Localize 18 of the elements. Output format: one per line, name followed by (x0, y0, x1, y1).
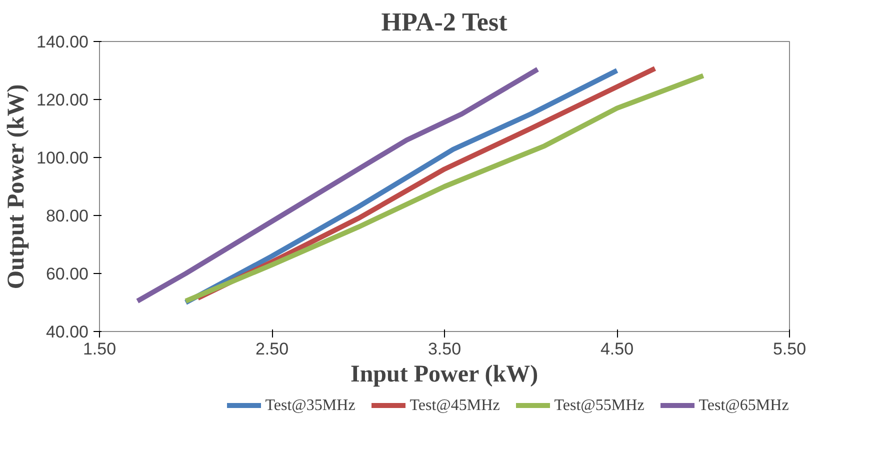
chart-title: HPA-2 Test (381, 8, 508, 36)
x-tick-label: 2.50 (255, 340, 289, 358)
x-tick-label: 4.50 (600, 340, 634, 358)
y-tick-label: 140.00 (36, 32, 89, 52)
x-tick-label: 5.50 (772, 340, 806, 358)
x-axis-title: Input Power (kW) (350, 362, 538, 388)
y-tick-label: 80.00 (46, 206, 89, 226)
x-tick-label: 3.50 (428, 340, 462, 358)
y-tick-label: 40.00 (46, 322, 89, 342)
legend-label: Test@65MHz (698, 397, 789, 414)
legend-label: Test@55MHz (554, 397, 644, 414)
legend-label: Test@35MHz (265, 397, 356, 414)
y-tick-label: 60.00 (46, 264, 89, 284)
y-axis-title: Output Power (kW) (4, 84, 30, 290)
x-tick-label: 1.50 (82, 340, 116, 358)
y-tick-label: 120.00 (36, 90, 89, 110)
legend-label: Test@45MHz (410, 397, 500, 414)
y-tick-label: 100.00 (36, 148, 89, 168)
